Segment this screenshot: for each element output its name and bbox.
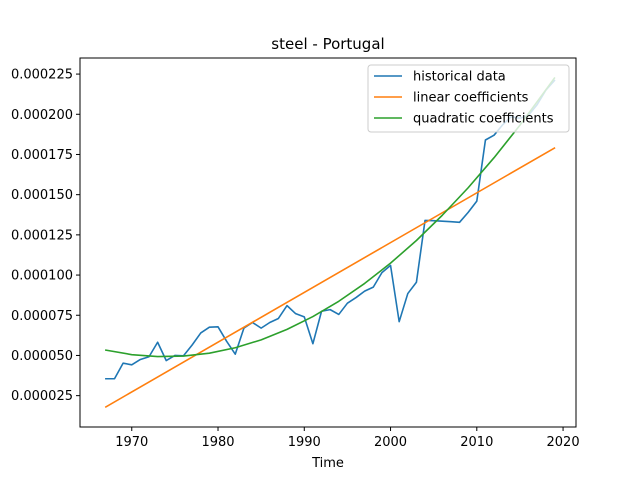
plot-frame bbox=[79, 57, 577, 428]
y-tick-label: 0.000200 bbox=[11, 108, 73, 123]
x-tick-label: 1980 bbox=[201, 435, 234, 450]
x-tick-label: 1990 bbox=[288, 435, 321, 450]
y-tick-label: 0.000050 bbox=[11, 349, 73, 364]
y-tick-label: 0.000025 bbox=[11, 389, 73, 404]
y-tick-label: 0.000150 bbox=[11, 188, 73, 203]
chart-title: steel - Portugal bbox=[271, 35, 384, 53]
y-tick-label: 0.000225 bbox=[11, 68, 73, 83]
x-tick-label: 1970 bbox=[115, 435, 148, 450]
legend-label: quadratic coefficients bbox=[413, 112, 554, 127]
x-axis-label: Time bbox=[311, 456, 344, 471]
x-tick-label: 2020 bbox=[547, 435, 580, 450]
legend-label: linear coefficients bbox=[413, 91, 529, 106]
y-axis: 0.000025 0.000050 0.000075 0.000100 0.000125… bbox=[11, 68, 80, 404]
y-tick-label: 0.000175 bbox=[11, 148, 73, 163]
legend-box bbox=[367, 64, 570, 133]
series-line-quadratic-coefficients bbox=[104, 76, 556, 358]
x-tick-label: 2010 bbox=[460, 435, 493, 450]
y-tick-label: 0.000100 bbox=[11, 269, 73, 284]
legend-label: historical data bbox=[413, 70, 506, 85]
y-tick-label: 0.000125 bbox=[11, 228, 73, 243]
y-tick-label: 0.000075 bbox=[11, 309, 73, 324]
x-tick-label: 2000 bbox=[374, 435, 407, 450]
legend: historical data linear coefficients quadra… bbox=[367, 64, 570, 133]
series-layer bbox=[104, 76, 556, 408]
x-axis: 1970 1980 1990 2000 2010 2020 bbox=[115, 427, 580, 450]
series-line-linear-coefficients bbox=[104, 146, 556, 408]
